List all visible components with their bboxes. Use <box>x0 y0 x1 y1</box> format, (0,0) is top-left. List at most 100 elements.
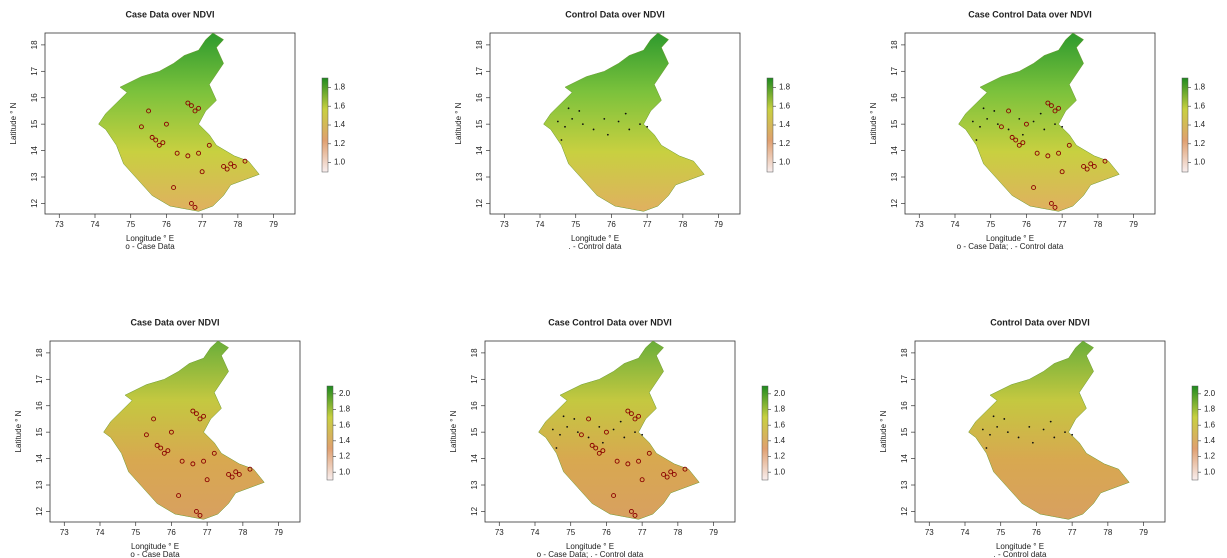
x-tick-label: 79 <box>714 220 723 229</box>
x-tick-label: 79 <box>269 220 278 229</box>
control-point <box>986 447 988 449</box>
region-ndvi <box>544 33 705 211</box>
y-tick-label: 16 <box>475 93 484 102</box>
y-tick-label: 12 <box>35 506 44 515</box>
y-tick-label: 14 <box>475 146 484 155</box>
control-point <box>628 129 630 131</box>
control-point <box>976 139 978 141</box>
map-panel: Control Data over NDVI737475767778791213… <box>879 317 1216 558</box>
colorbar-tick-label: 1.6 <box>774 420 786 429</box>
colorbar-tick-label: 1.4 <box>339 436 351 445</box>
x-tick-label: 75 <box>986 220 995 229</box>
map-panel: Control Data over NDVI737475767778791213… <box>454 9 791 251</box>
control-point <box>613 429 615 431</box>
x-tick-label: 73 <box>60 528 69 537</box>
legend-caption: o - Case Data <box>125 242 175 251</box>
control-point <box>582 123 584 125</box>
control-point <box>639 123 641 125</box>
x-tick-label: 75 <box>566 528 575 537</box>
control-point <box>618 121 620 123</box>
x-tick-label: 79 <box>1139 528 1148 537</box>
y-tick-label: 14 <box>890 146 899 155</box>
colorbar-tick-label: 1.0 <box>779 158 791 167</box>
colorbar <box>1192 386 1198 480</box>
colorbar-tick-label: 2.0 <box>774 389 786 398</box>
colorbar-tick-label: 1.8 <box>339 405 351 414</box>
control-point <box>603 118 605 120</box>
y-tick-label: 12 <box>890 198 899 207</box>
x-tick-label: 78 <box>1103 528 1112 537</box>
y-tick-label: 15 <box>890 119 899 128</box>
control-point <box>1018 437 1020 439</box>
x-tick-label: 76 <box>1032 528 1041 537</box>
control-point <box>646 126 648 128</box>
x-tick-label: 74 <box>91 220 100 229</box>
y-tick-label: 16 <box>900 401 909 410</box>
control-point <box>1018 118 1020 120</box>
panel-title: Case Control Data over NDVI <box>968 9 1092 19</box>
x-tick-label: 79 <box>1129 220 1138 229</box>
legend-caption: o - Case Data; . - Control data <box>957 242 1064 251</box>
control-point <box>556 447 558 449</box>
control-point <box>997 123 999 125</box>
control-point <box>561 139 563 141</box>
y-tick-label: 16 <box>35 401 44 410</box>
colorbar <box>762 386 768 480</box>
control-point <box>1028 426 1030 428</box>
control-point <box>573 418 575 420</box>
control-point <box>607 134 609 136</box>
region-ndvi <box>969 341 1130 519</box>
control-point <box>559 434 561 436</box>
colorbar-tick-label: 1.4 <box>779 120 791 129</box>
y-tick-label: 14 <box>900 454 909 463</box>
y-tick-label: 18 <box>35 348 44 357</box>
y-axis-label: Latitude ° N <box>449 410 458 452</box>
region-ndvi <box>959 33 1120 211</box>
x-tick-label: 76 <box>607 220 616 229</box>
y-tick-label: 17 <box>890 66 899 75</box>
control-point <box>989 434 991 436</box>
y-tick-label: 17 <box>470 374 479 383</box>
y-tick-label: 18 <box>475 40 484 49</box>
colorbar-tick-label: 1.8 <box>779 83 791 92</box>
colorbar-tick-label: 1.8 <box>1194 83 1206 92</box>
colorbar-tick-label: 1.6 <box>339 420 351 429</box>
y-tick-label: 12 <box>470 506 479 515</box>
colorbar <box>1182 78 1188 172</box>
control-point <box>1071 434 1073 436</box>
control-point <box>1043 429 1045 431</box>
x-tick-label: 77 <box>1068 528 1077 537</box>
colorbar-tick-label: 1.6 <box>779 101 791 110</box>
control-point <box>1050 421 1052 423</box>
map-panel: Case Control Data over NDVI7374757677787… <box>869 9 1206 251</box>
y-tick-label: 15 <box>35 427 44 436</box>
y-tick-label: 13 <box>475 172 484 181</box>
colorbar-tick-label: 1.4 <box>334 120 346 129</box>
control-point <box>641 434 643 436</box>
control-point <box>571 118 573 120</box>
legend-caption: o - Case Data; . - Control data <box>537 550 644 558</box>
colorbar-tick-label: 2.0 <box>1204 389 1216 398</box>
x-tick-label: 77 <box>638 528 647 537</box>
y-tick-label: 18 <box>900 348 909 357</box>
x-tick-label: 76 <box>602 528 611 537</box>
y-tick-label: 15 <box>900 427 909 436</box>
legend-caption: o - Case Data <box>130 550 180 558</box>
control-point <box>983 107 985 109</box>
control-point <box>1064 431 1066 433</box>
control-point <box>993 415 995 417</box>
x-tick-label: 77 <box>1058 220 1067 229</box>
control-point <box>1061 126 1063 128</box>
colorbar-tick-label: 1.8 <box>334 83 346 92</box>
control-point <box>593 129 595 131</box>
y-tick-label: 14 <box>35 454 44 463</box>
x-tick-label: 73 <box>915 220 924 229</box>
y-tick-label: 15 <box>475 119 484 128</box>
y-tick-label: 13 <box>35 480 44 489</box>
colorbar-tick-label: 1.8 <box>1204 405 1216 414</box>
x-tick-label: 73 <box>500 220 509 229</box>
control-point <box>979 126 981 128</box>
y-tick-label: 18 <box>30 40 39 49</box>
y-tick-label: 17 <box>35 374 44 383</box>
control-point <box>1054 123 1056 125</box>
